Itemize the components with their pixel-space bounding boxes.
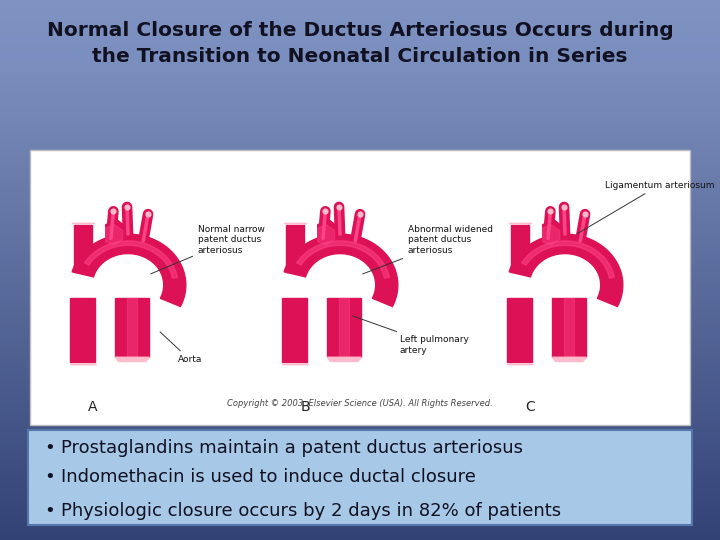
Polygon shape [318, 220, 337, 250]
Ellipse shape [546, 255, 593, 315]
Polygon shape [339, 298, 349, 357]
Polygon shape [284, 234, 397, 307]
Text: Left pulmonary
artery: Left pulmonary artery [353, 316, 469, 355]
Polygon shape [127, 298, 138, 357]
Polygon shape [511, 225, 528, 272]
Text: Physiologic closure occurs by 2 days in 82% of patients: Physiologic closure occurs by 2 days in … [61, 502, 561, 520]
Polygon shape [543, 220, 562, 250]
Polygon shape [318, 225, 335, 245]
Text: •: • [45, 469, 55, 487]
Polygon shape [71, 298, 95, 362]
Polygon shape [328, 357, 361, 361]
Text: C: C [525, 400, 535, 414]
Polygon shape [328, 298, 361, 357]
Polygon shape [84, 241, 177, 278]
Polygon shape [552, 298, 586, 357]
Polygon shape [521, 241, 614, 278]
Polygon shape [106, 220, 125, 250]
Text: Normal narrow
patent ductus
arteriosus: Normal narrow patent ductus arteriosus [150, 225, 265, 274]
Polygon shape [508, 298, 532, 362]
Text: •: • [45, 439, 55, 457]
Text: •: • [45, 502, 55, 520]
Polygon shape [543, 225, 559, 245]
Polygon shape [106, 225, 122, 245]
Polygon shape [115, 298, 149, 357]
Text: Prostaglandins maintain a patent ductus arteriosus: Prostaglandins maintain a patent ductus … [61, 439, 523, 457]
FancyBboxPatch shape [30, 150, 690, 425]
Polygon shape [286, 225, 304, 272]
Text: B: B [300, 400, 310, 414]
Polygon shape [509, 234, 623, 307]
Polygon shape [74, 225, 92, 272]
Polygon shape [115, 357, 149, 361]
Polygon shape [282, 298, 307, 362]
Text: Ligamentum arteriosum: Ligamentum arteriosum [577, 180, 714, 234]
Polygon shape [564, 298, 575, 357]
FancyBboxPatch shape [0, 0, 720, 78]
FancyBboxPatch shape [28, 430, 692, 525]
Ellipse shape [109, 255, 156, 315]
Text: Indomethacin is used to induce ductal closure: Indomethacin is used to induce ductal cl… [61, 469, 476, 487]
Polygon shape [552, 357, 586, 361]
Text: Abnormal widened
patent ductus
arteriosus: Abnormal widened patent ductus arteriosu… [363, 225, 493, 274]
Polygon shape [72, 234, 186, 307]
Text: Aorta: Aorta [160, 332, 202, 365]
Text: A: A [89, 400, 98, 414]
Text: Copyright © 2003, Elsevier Science (USA). All Rights Reserved.: Copyright © 2003, Elsevier Science (USA)… [227, 399, 493, 408]
Text: the Transition to Neonatal Circulation in Series: the Transition to Neonatal Circulation i… [92, 46, 628, 65]
Text: Normal Closure of the Ductus Arteriosus Occurs during: Normal Closure of the Ductus Arteriosus … [47, 21, 673, 39]
Polygon shape [297, 241, 390, 278]
Ellipse shape [321, 255, 368, 315]
